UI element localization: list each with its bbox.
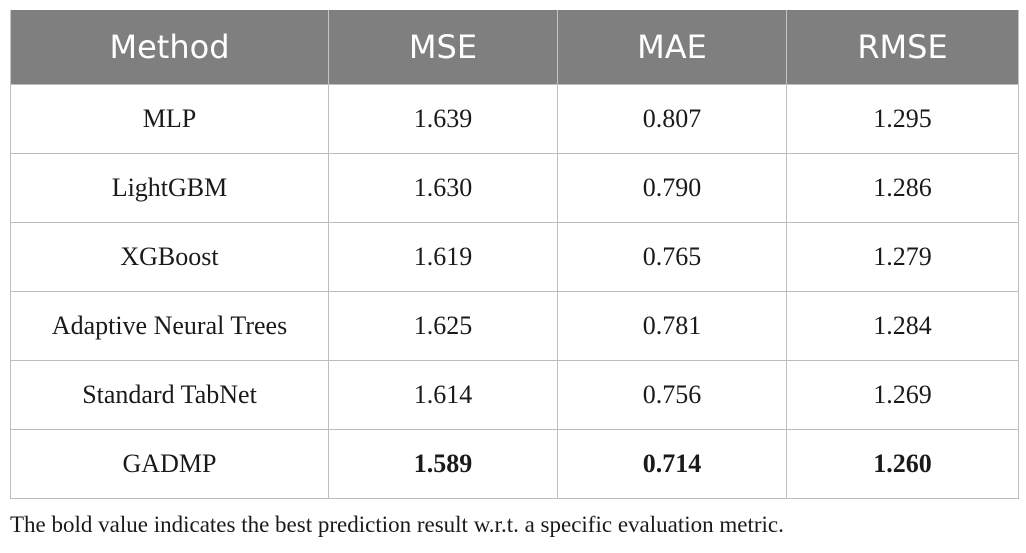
cell-rmse: 1.279 [786,222,1019,292]
cell-method: XGBoost [10,222,329,292]
cell-rmse-best: 1.260 [786,429,1019,499]
cell-mae: 0.765 [557,222,787,292]
table-row-best: GADMP 1.589 0.714 1.260 [10,429,1019,499]
cell-method: GADMP [10,429,329,499]
cell-mse-best: 1.589 [328,429,558,499]
table-row: XGBoost 1.619 0.765 1.279 [10,222,1019,292]
cell-rmse: 1.295 [786,84,1019,154]
cell-mse: 1.625 [328,291,558,361]
cell-method: Adaptive Neural Trees [10,291,329,361]
cell-mae: 0.781 [557,291,787,361]
table-row: LightGBM 1.630 0.790 1.286 [10,153,1019,223]
cell-mae: 0.807 [557,84,787,154]
table-body: MLP 1.639 0.807 1.295 LightGBM 1.630 0.7… [10,84,1019,499]
table-row: MLP 1.639 0.807 1.295 [10,84,1019,154]
table-row: Adaptive Neural Trees 1.625 0.781 1.284 [10,291,1019,361]
header-row: Method MSE MAE RMSE [10,10,1019,85]
cell-mse: 1.614 [328,360,558,430]
cell-mse: 1.639 [328,84,558,154]
cell-mse: 1.619 [328,222,558,292]
results-table: Method MSE MAE RMSE MLP 1.639 0.807 1.29… [10,10,1019,499]
cell-method: Standard TabNet [10,360,329,430]
table-row: Standard TabNet 1.614 0.756 1.269 [10,360,1019,430]
header-method: Method [10,10,329,85]
cell-rmse: 1.284 [786,291,1019,361]
table-footnote: The bold value indicates the best predic… [10,512,784,537]
cell-mae: 0.756 [557,360,787,430]
header-mae: MAE [557,10,787,85]
cell-mse: 1.630 [328,153,558,223]
cell-rmse: 1.269 [786,360,1019,430]
cell-mae-best: 0.714 [557,429,787,499]
table-header: Method MSE MAE RMSE [10,10,1019,85]
cell-method: LightGBM [10,153,329,223]
cell-mae: 0.790 [557,153,787,223]
header-rmse: RMSE [786,10,1019,85]
cell-method: MLP [10,84,329,154]
header-mse: MSE [328,10,558,85]
cell-rmse: 1.286 [786,153,1019,223]
